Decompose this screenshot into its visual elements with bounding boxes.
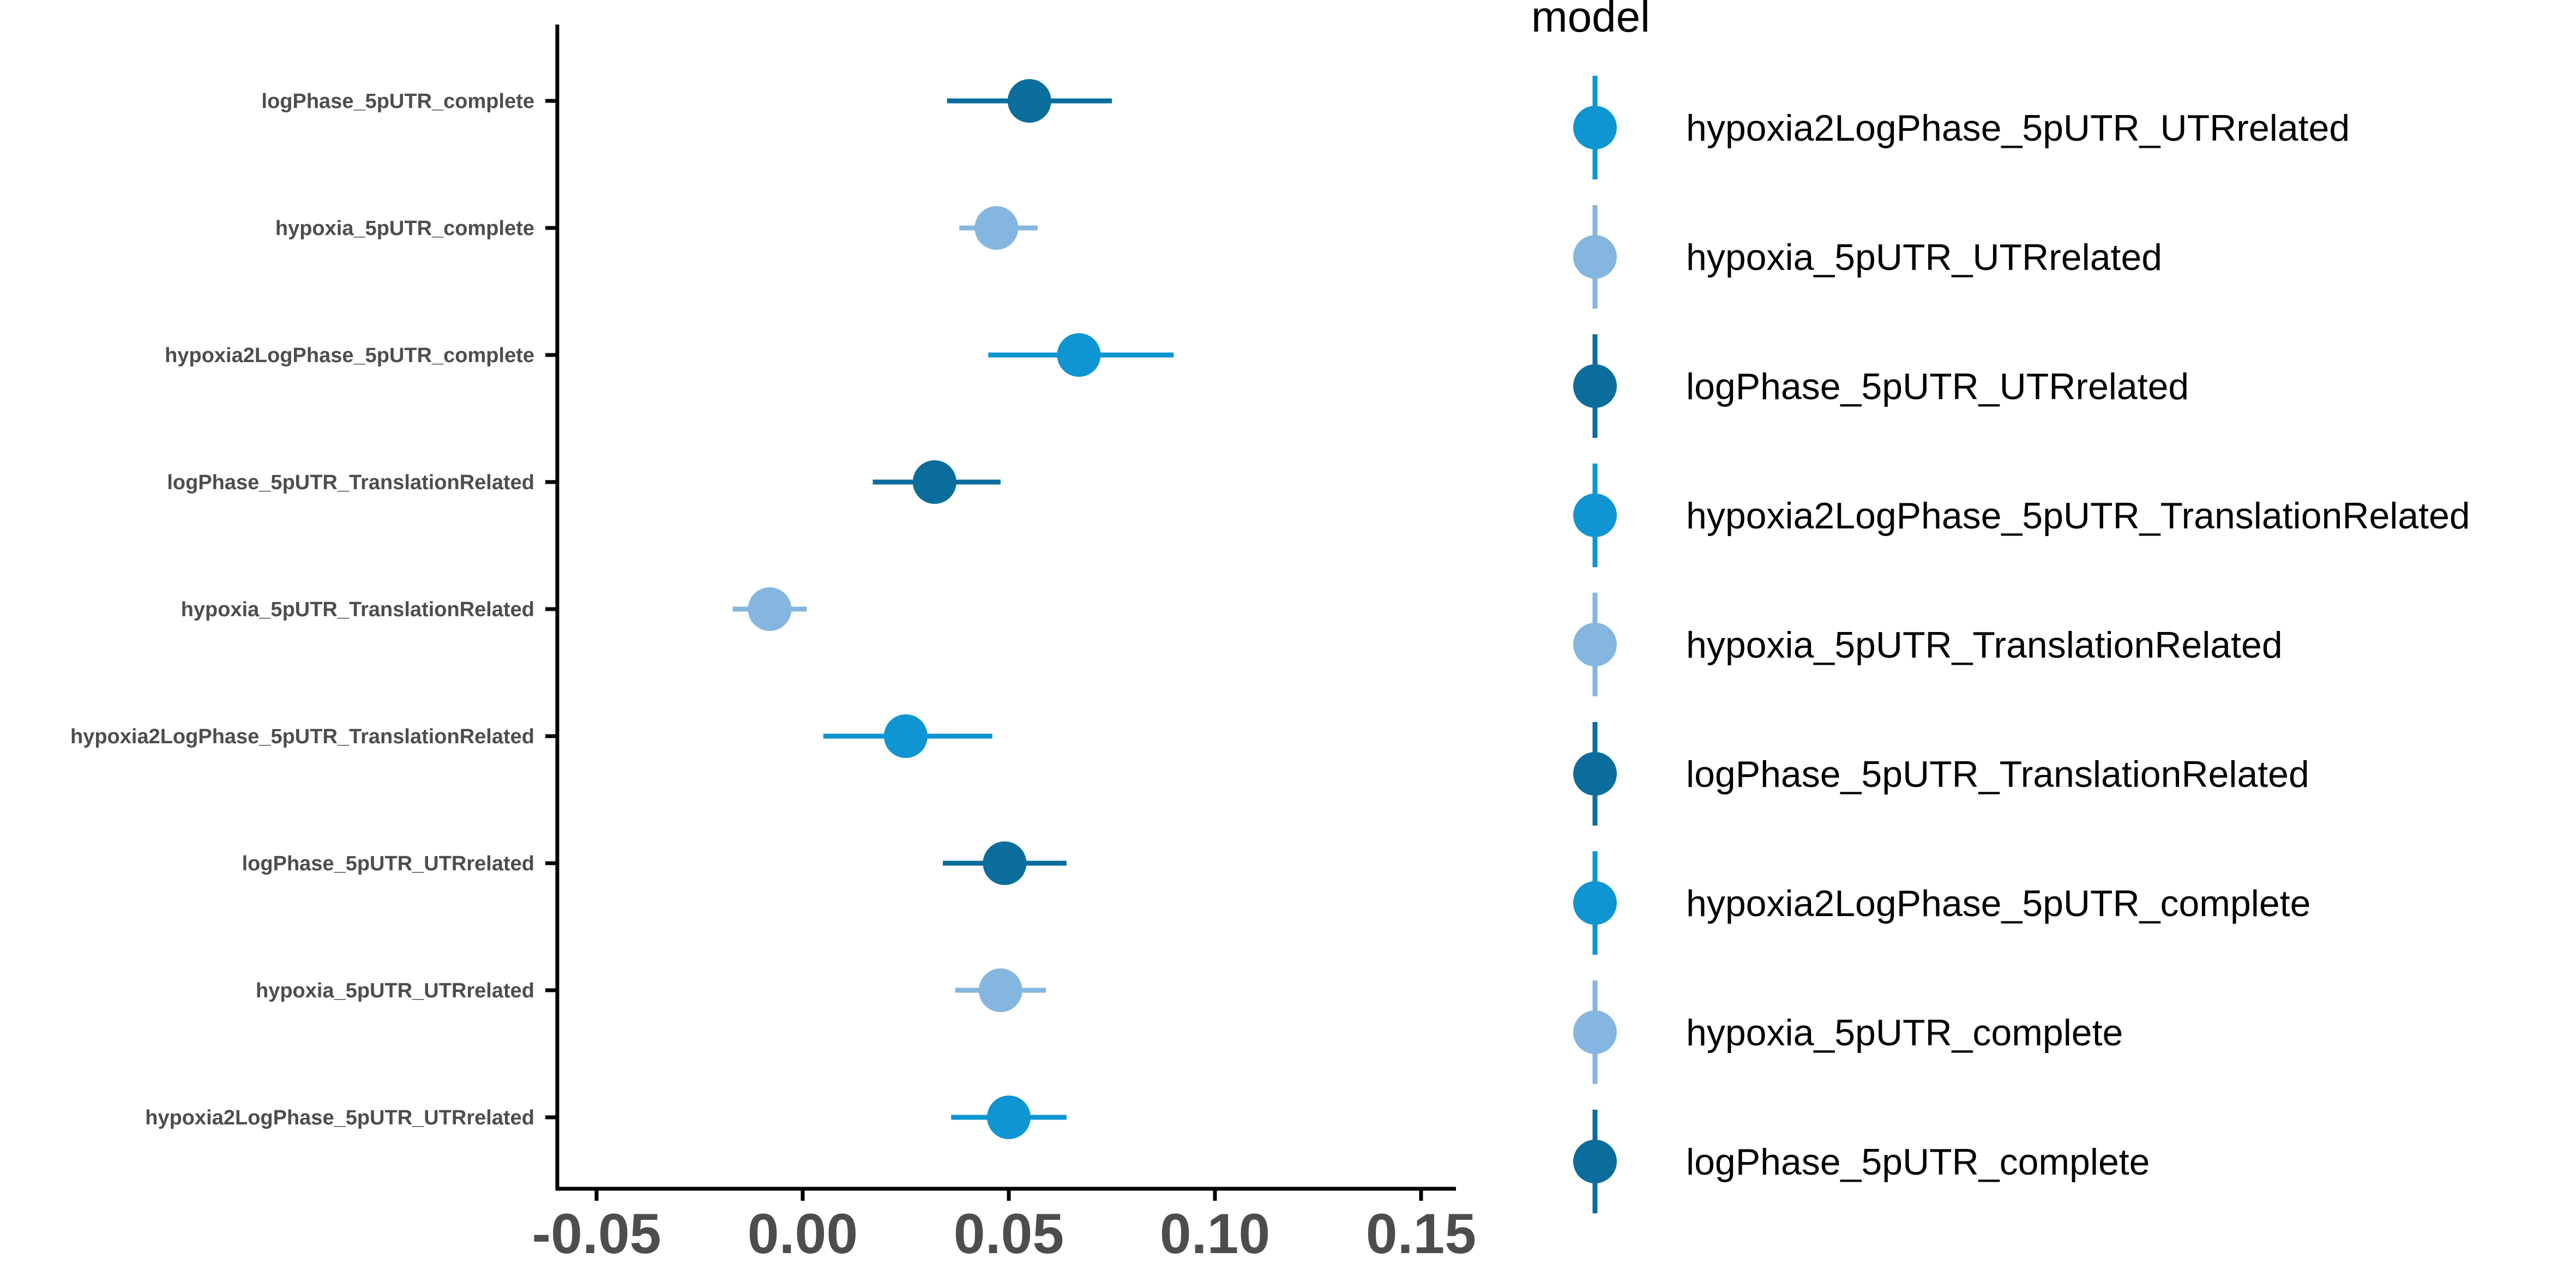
y-tick-label: logPhase_5pUTR_complete bbox=[262, 90, 534, 113]
legend-key-point bbox=[1573, 623, 1617, 666]
estimate-point bbox=[987, 1096, 1031, 1139]
legend-key-point bbox=[1573, 106, 1617, 149]
legend-key-point bbox=[1573, 881, 1617, 925]
y-tick-label: logPhase_5pUTR_TranslationRelated bbox=[167, 471, 534, 494]
x-tick-label: 0.05 bbox=[954, 1202, 1064, 1266]
legend-entry-label: hypoxia2LogPhase_5pUTR_TranslationRelate… bbox=[1686, 495, 2470, 537]
x-tick-label: 0.15 bbox=[1366, 1202, 1476, 1266]
estimate-point bbox=[1057, 333, 1101, 377]
legend: model hypoxia2LogPhase_5pUTR_UTRrelatedhy… bbox=[1531, 0, 2470, 1213]
legend-entry-label: hypoxia_5pUTR_UTRrelated bbox=[1686, 237, 2162, 278]
legend-entry-label: hypoxia_5pUTR_TranslationRelated bbox=[1686, 624, 2283, 666]
legend-key-point bbox=[1573, 1010, 1617, 1054]
legend-entry-label: hypoxia_5pUTR_complete bbox=[1686, 1012, 2123, 1054]
legend-entry-label: hypoxia2LogPhase_5pUTR_UTRrelated bbox=[1686, 107, 2350, 149]
legend-key-point bbox=[1573, 1140, 1617, 1183]
legend-entry-label: logPhase_5pUTR_TranslationRelated bbox=[1686, 754, 2309, 795]
legend-key-point bbox=[1573, 235, 1617, 279]
y-tick-label: logPhase_5pUTR_UTRrelated bbox=[242, 852, 534, 875]
estimate-point bbox=[748, 587, 792, 631]
x-tick-label: 0.10 bbox=[1160, 1202, 1270, 1266]
legend-key-point bbox=[1573, 752, 1617, 796]
legend-key-point bbox=[1573, 493, 1617, 537]
legend-entry-label: logPhase_5pUTR_complete bbox=[1686, 1141, 2150, 1183]
y-tick-label: hypoxia_5pUTR_UTRrelated bbox=[256, 979, 534, 1002]
legend-entry-label: hypoxia2LogPhase_5pUTR_complete bbox=[1686, 883, 2310, 924]
estimate-point bbox=[978, 968, 1022, 1012]
y-tick-label: hypoxia_5pUTR_TranslationRelated bbox=[181, 598, 534, 621]
x-tick-label: -0.05 bbox=[532, 1202, 661, 1266]
plot-area: -0.05 0.00 0.05 0.10 0.15 logPhase_5pUTR_comp… bbox=[70, 25, 1476, 1266]
x-tick-label: 0.00 bbox=[748, 1202, 858, 1266]
legend-key-point bbox=[1573, 364, 1617, 408]
legend-title: model bbox=[1531, 0, 1650, 41]
y-tick-label: hypoxia2LogPhase_5pUTR_UTRrelated bbox=[145, 1106, 534, 1129]
legend-entry-label: logPhase_5pUTR_UTRrelated bbox=[1686, 366, 2189, 407]
y-tick-label: hypoxia2LogPhase_5pUTR_TranslationRelate… bbox=[70, 725, 534, 748]
estimate-point bbox=[974, 206, 1019, 250]
y-tick-label: hypoxia2LogPhase_5pUTR_complete bbox=[165, 344, 534, 367]
estimate-point bbox=[912, 460, 956, 504]
estimate-point bbox=[884, 714, 928, 758]
estimate-point bbox=[1007, 79, 1051, 123]
estimate-point bbox=[983, 841, 1027, 885]
y-tick-label: hypoxia_5pUTR_complete bbox=[275, 217, 534, 240]
